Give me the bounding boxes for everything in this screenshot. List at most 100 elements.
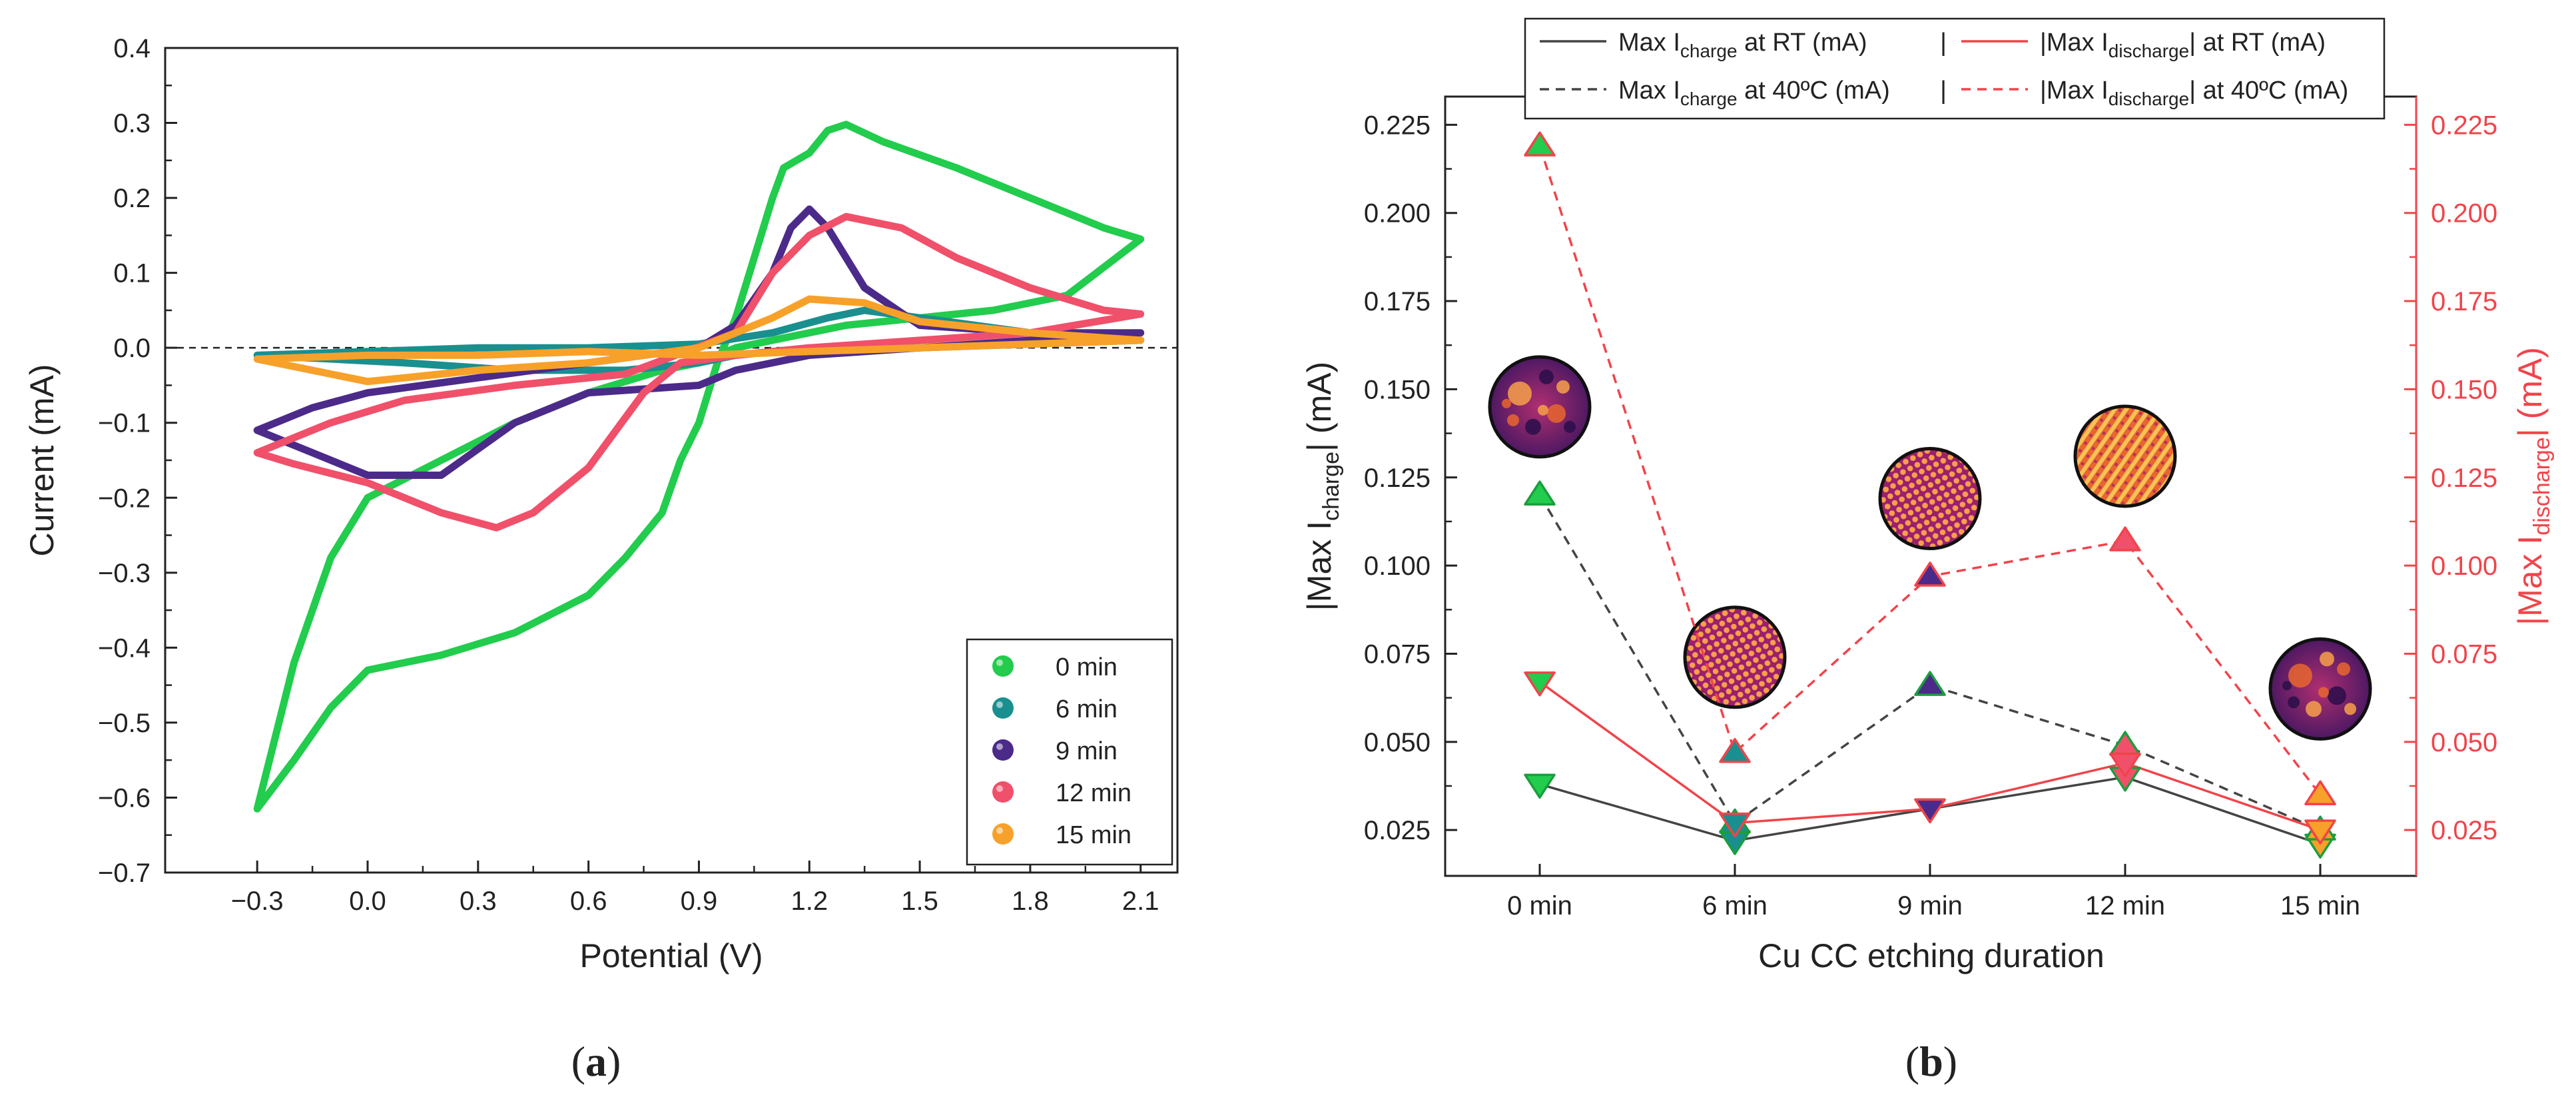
legend-sub: charge: [1680, 41, 1738, 61]
inset-border: [1878, 447, 1982, 551]
panel-b-y-tick-label-left: 0.225: [1364, 111, 1431, 140]
panel-b-y-tick-label-right: 0.175: [2431, 287, 2497, 316]
panel-b-y-tick-label-left: 0.025: [1364, 816, 1431, 845]
panel-b-legend-label: |Max Idischarge| at RT (mA): [2040, 29, 2326, 61]
panel-b-series-line-1: [1538, 494, 2321, 831]
panel-b-label: (b): [1905, 1038, 1957, 1085]
panel-a-legend-label: 9 min: [1056, 737, 1118, 765]
panel-b-marker-s3-3: [2109, 526, 2141, 552]
inset-blob: [1508, 381, 1532, 406]
panel-a-label: (a): [571, 1038, 621, 1085]
panel-a-y-tick-label: −0.5: [98, 709, 151, 738]
panel-b-marker-s2-4: [2304, 819, 2336, 845]
panel-a-x-tick-label: 0.3: [460, 887, 497, 916]
inset-border: [1683, 605, 1787, 709]
panel-a-legend-marker-shine: [996, 827, 1003, 834]
panel-b-x-tick-label: 0 min: [1507, 891, 1572, 920]
panel-a-series-15-min: [253, 295, 1145, 386]
legend-prefix: Max I: [1618, 29, 1680, 57]
inset-border: [2073, 404, 2177, 508]
inset-blob: [1556, 380, 1570, 394]
legend-suffix: at 40ºC (mA): [1738, 77, 1890, 105]
inset-blob: [2288, 696, 2300, 709]
panel-b-marker-s3-4: [2304, 780, 2336, 805]
panel-a-legend-marker: [992, 655, 1014, 677]
panel-a-y-tick-label: −0.4: [98, 633, 151, 663]
panel-b-legend: Max Icharge at RT (mA) |Max Idischarge| a…: [1524, 17, 2386, 120]
panel-a-x-tick-label: 0.0: [349, 887, 386, 916]
panel-b-y-tick-label-left: 0.075: [1364, 639, 1431, 669]
panel-a-legend-marker-shine: [996, 659, 1003, 666]
panel-a-x-tick-label: −0.3: [231, 887, 284, 916]
legend-suffix: | at 40ºC (mA): [2189, 77, 2348, 105]
inset-blob: [2337, 662, 2350, 676]
inset-blob: [2282, 681, 2292, 691]
panel-a-x-tick-label: 1.2: [791, 887, 828, 916]
panel-a-legend-marker-shine: [996, 743, 1003, 750]
legend-sub: discharge: [2108, 89, 2189, 109]
inset-blob: [1564, 420, 1576, 433]
panel-b-y-tick-label-left: 0.125: [1364, 464, 1431, 493]
panel-b-y-tick-label-right: 0.025: [2431, 816, 2497, 845]
panel-b-marker-s1-2: [1914, 671, 1946, 696]
inset-border: [1488, 355, 1592, 459]
panel-b-y-tick-label-left: 0.100: [1364, 552, 1431, 581]
panel-b-marker-s3-1: [1719, 737, 1751, 763]
panel-b-y-tick-label-right: 0.150: [2431, 375, 2497, 404]
panel-b-y-tick-label-right: 0.050: [2431, 728, 2497, 757]
panel-a-x-tick-label: 0.9: [681, 887, 718, 916]
panel-a-legend-label: 0 min: [1056, 653, 1118, 681]
inset-blobs: [2282, 651, 2356, 717]
legend-suffix: | at RT (mA): [2189, 29, 2326, 57]
inset-border: [2268, 637, 2372, 741]
panel-b-marker-s2-2: [1914, 798, 1946, 824]
panel-b-marker-s2-3: [2109, 752, 2141, 778]
panel-a-x-tick-label: 2.1: [1122, 887, 1159, 916]
inset-blob: [2288, 663, 2312, 688]
panel-b-y-tick-label-right: 0.225: [2431, 111, 2497, 140]
panel-b-marker-s3-0: [1524, 131, 1556, 157]
inset-blob: [2328, 686, 2346, 705]
panel-b-marker-s2-1: [1719, 812, 1751, 838]
panel-a-legend-marker: [992, 697, 1014, 719]
panel-b-y-tick-label-left: 0.050: [1364, 728, 1431, 757]
panel-a-series-12-min: [253, 212, 1145, 532]
panel-b-legend-label: Max Icharge at 40ºC (mA): [1618, 77, 1890, 109]
legend-prefix: |Max I: [2040, 77, 2108, 105]
panel-b-inset-12-min: [2073, 404, 2177, 508]
panel-b-y-tick-label-left: 0.200: [1364, 199, 1431, 228]
panel-b-etching-chart: 0.025 0.025 0.050 0.050 0.075 0.075 0.100 0.100…: [1301, 17, 2555, 1085]
panel-b-legend-separator: |: [1940, 77, 1947, 105]
panel-b-inset-15-min: [2268, 637, 2372, 741]
panel-b-y-tick-label-right: 0.075: [2431, 639, 2497, 669]
panel-b-legend-label: Max Icharge at RT (mA): [1618, 29, 1867, 61]
legend-sub: charge: [1680, 89, 1738, 109]
panel-b-inset-6-min: [1683, 605, 1787, 709]
panel-a-x-tick-label: 0.6: [570, 887, 607, 916]
inset-blob: [2344, 703, 2356, 715]
panel-b-y-tick-label-left: 0.175: [1364, 287, 1431, 316]
panel-b-x-axis-title: Cu CC etching duration: [1758, 937, 2104, 974]
panel-b-y-axis-title-left: |Max Icharge| (mA): [1301, 362, 1344, 611]
panel-a-legend-marker-shine: [996, 785, 1003, 792]
panel-b-marker-s0-0: [1524, 773, 1556, 799]
panel-a-legend-marker: [992, 739, 1014, 761]
panel-b-marker-s3-2: [1914, 561, 1946, 587]
panel-a-x-tick-label: 1.8: [1012, 887, 1049, 916]
panel-b-marker-s1-0: [1524, 480, 1556, 506]
inset-hexagonal-pattern: [1880, 448, 1980, 549]
panel-a-y-tick-label: 0.3: [113, 109, 151, 139]
panel-b-marker-s2-0: [1524, 671, 1556, 697]
panel-b-legend-box: [1524, 17, 2386, 120]
panel-a-y-tick-label: 0.0: [113, 334, 151, 363]
inset-hexagonal-pattern: [1685, 607, 1785, 707]
panel-a-series-0-min: [253, 121, 1145, 813]
panel-a-legend-marker: [992, 823, 1014, 845]
panel-a-y-tick-label: 0.4: [113, 34, 151, 63]
panel-a-y-axis-title: Current (mA): [23, 364, 61, 557]
inset-blobs: [1502, 369, 1576, 435]
panel-a-legend-label: 15 min: [1056, 821, 1131, 849]
panel-a-y-tick-label: −0.7: [98, 859, 151, 888]
panel-a-y-tick-label: −0.2: [98, 484, 151, 513]
